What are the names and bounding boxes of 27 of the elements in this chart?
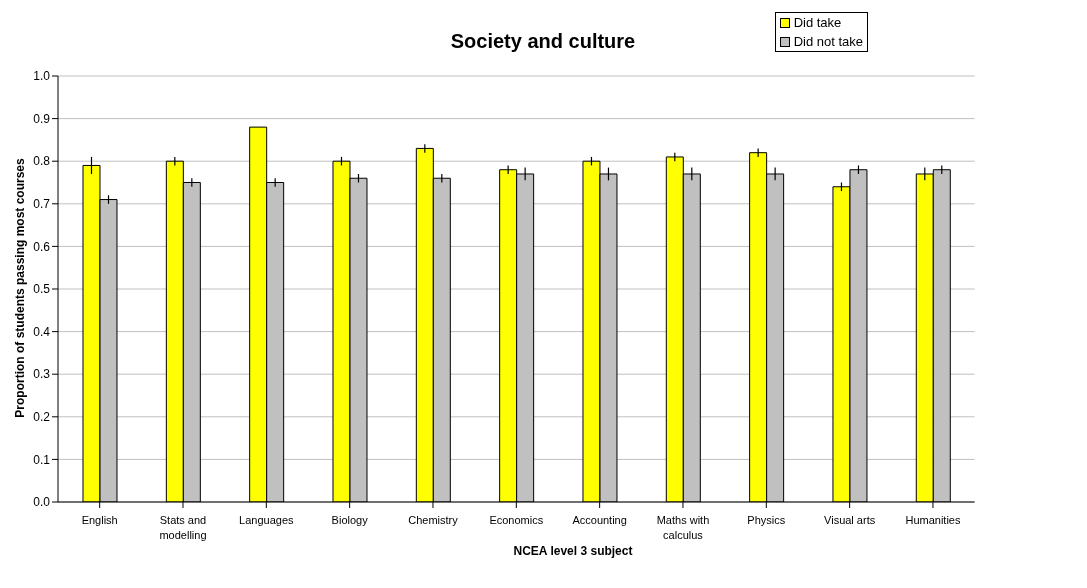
x-tick-label: Visual arts (824, 514, 876, 526)
y-tick-label: 0.7 (33, 197, 51, 212)
x-tick-label: Humanities (905, 514, 961, 526)
legend-label: Did not take (792, 33, 864, 51)
x-tick-label: Accounting (572, 514, 627, 526)
y-tick-label: 0.6 (33, 239, 51, 254)
y-axis-title: Proportion of students passing most courses (13, 158, 27, 418)
y-tick-label: 0.3 (33, 367, 51, 382)
legend-label: Did take (792, 14, 843, 32)
y-tick-label: 0.8 (33, 154, 51, 169)
x-tick-label: Stats and modelling (159, 514, 207, 541)
x-tick-label: English (81, 514, 118, 526)
x-tick-label: Physics (747, 514, 786, 526)
y-tick-label: 0.9 (33, 111, 51, 126)
chart-title: Society and culture (450, 30, 636, 52)
x-tick-label: Languages (239, 514, 295, 526)
x-tick-label: Biology (331, 514, 369, 526)
y-tick-label: 0.0 (33, 495, 51, 510)
y-tick-label: 0.2 (33, 410, 51, 425)
x-tick-label: Economics (489, 514, 544, 526)
x-tick-label: Maths with calculus (656, 514, 710, 541)
x-tick-label: Chemistry (408, 514, 459, 526)
y-tick-label: 0.1 (33, 452, 51, 467)
y-tick-label: 1.0 (33, 69, 51, 84)
y-tick-label: 0.4 (33, 324, 51, 339)
y-tick-label: 0.5 (33, 282, 51, 297)
x-axis-title: NCEA level 3 subject (512, 544, 634, 558)
